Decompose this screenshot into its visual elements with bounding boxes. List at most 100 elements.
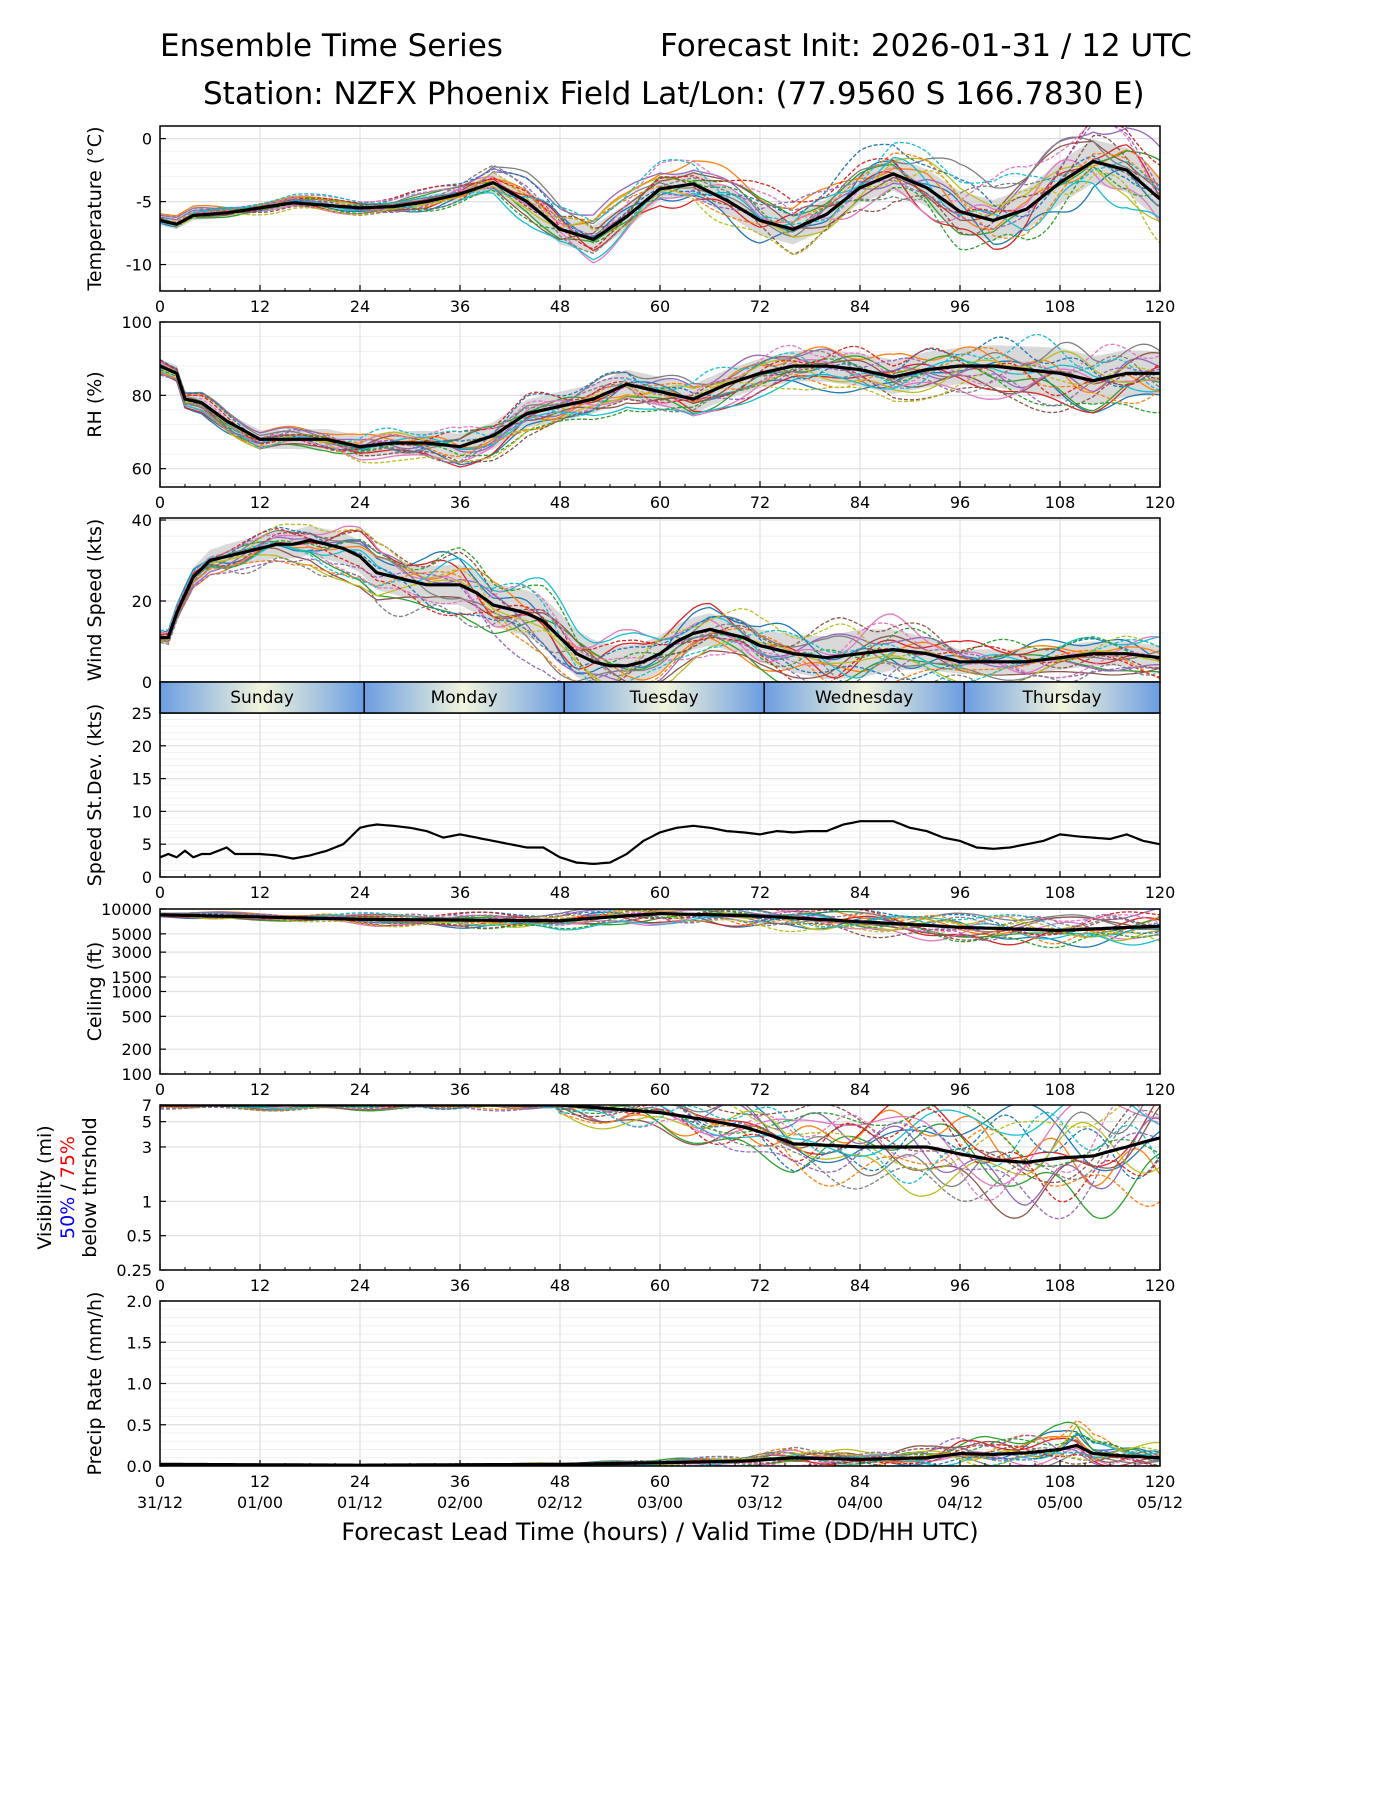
ensemble-member-line xyxy=(160,542,1160,682)
y-tick-label: 10000 xyxy=(101,900,152,919)
x-tick-label: 84 xyxy=(850,493,870,512)
ensemble-member-line xyxy=(160,909,1160,933)
x-tick-label: 72 xyxy=(750,493,770,512)
x-axis-label: Forecast Lead Time (hours) / Valid Time … xyxy=(341,1518,978,1546)
ensemble-member-line xyxy=(160,554,1160,682)
y-tick-label: 5 xyxy=(142,1113,152,1132)
panel-temperature: 0 -5 -10 0 12 24 36 48 60 72 84 96 108 120 Temperature… xyxy=(84,125,1176,316)
y-tick-label: 5000 xyxy=(111,925,152,944)
valid-time-label: 03/12 xyxy=(737,1493,783,1512)
day-label-tuesday: Tuesday xyxy=(629,688,699,708)
y-axis-label: Wind Speed (kts) xyxy=(84,519,106,682)
y-tick-label: 100 xyxy=(121,1065,152,1084)
y-tick-label: 20 xyxy=(132,592,152,611)
threshold-75-label: 75% xyxy=(57,1136,79,1178)
y-tick-label: 25 xyxy=(132,704,152,723)
y-tick-label: 5 xyxy=(142,835,152,854)
x-tick-label: 36 xyxy=(450,297,470,316)
x-tick-label: 48 xyxy=(550,297,570,316)
x-tick-label: 108 xyxy=(1045,1276,1076,1295)
y-tick-label: 1 xyxy=(142,1192,152,1211)
x-tick-label: 48 xyxy=(550,1080,570,1099)
x-tick-label: 24 xyxy=(350,1472,370,1491)
valid-time-label: 04/12 xyxy=(937,1493,983,1512)
ensemble-member-line xyxy=(160,126,1160,250)
chart-title: Ensemble Time Series xyxy=(160,28,503,64)
x-tick-label: 120 xyxy=(1145,297,1176,316)
x-tick-label: 36 xyxy=(450,1276,470,1295)
ensemble-member-line xyxy=(160,159,1160,264)
x-tick-label: 96 xyxy=(950,493,970,512)
day-label-sunday: Sunday xyxy=(230,688,294,708)
ensemble-member-line xyxy=(160,364,1160,464)
y-tick-label: 3 xyxy=(142,1138,152,1157)
station-label: Station: NZFX Phoenix Field xyxy=(203,76,632,112)
ensemble-member-line xyxy=(160,544,1160,679)
x-tick-label: 120 xyxy=(1145,493,1176,512)
ensemble-member-line xyxy=(164,1105,1144,1188)
y-tick-label: 0 xyxy=(142,868,152,887)
valid-time-label: 05/00 xyxy=(1037,1493,1083,1512)
x-tick-label: 96 xyxy=(950,1080,970,1099)
day-cell xyxy=(160,682,365,713)
ensemble-mean-line xyxy=(160,911,1160,933)
ensemble-member-line xyxy=(160,1105,1160,1219)
y-tick-label: 0.5 xyxy=(127,1227,152,1246)
ensemble-member-line xyxy=(160,141,1160,226)
x-tick-label: 12 xyxy=(250,883,270,902)
spread-band xyxy=(160,139,1160,254)
ensemble-member-line xyxy=(194,1105,1156,1168)
ensemble-member-line xyxy=(160,540,1160,682)
ensemble-member-line xyxy=(160,126,1160,241)
day-cell xyxy=(364,682,565,713)
panel-precip: 2.0 1.5 1.0 0.5 0.00 12 24 36 48 60 72 84 96 108 120 Pr… xyxy=(84,1292,1175,1491)
x-tick-label: 108 xyxy=(1045,1080,1076,1099)
y-tick-label: 1.0 xyxy=(127,1375,152,1394)
ensemble-member-line xyxy=(160,346,1160,458)
y-tick-label: 200 xyxy=(121,1040,152,1059)
ensemble-member-line xyxy=(160,909,1160,942)
ensemble-member-line xyxy=(160,909,1160,942)
x-tick-label: 12 xyxy=(250,297,270,316)
x-tick-label: 24 xyxy=(350,297,370,316)
ensemble-member-line xyxy=(403,1105,1123,1171)
x-tick-label: 108 xyxy=(1045,493,1076,512)
ensemble-member-line xyxy=(160,1105,1134,1184)
x-tick-label: 60 xyxy=(650,493,670,512)
x-tick-label: 60 xyxy=(650,1472,670,1491)
x-tick-label: 84 xyxy=(850,1080,870,1099)
y-tick-label: 15 xyxy=(132,770,152,789)
y-axis-label: Speed St.Dev. (kts) xyxy=(84,704,106,887)
day-band: Sunday Monday Tuesday Wednesday Thursday xyxy=(159,681,1161,714)
y-axis-threshold-label-2: below thrshold xyxy=(79,1117,101,1257)
valid-time-label: 31/12 xyxy=(137,1493,183,1512)
threshold-50-label: 50% xyxy=(57,1197,79,1239)
ensemble-member-line xyxy=(253,1105,1160,1202)
ensemble-member-line xyxy=(160,143,1160,242)
valid-time-labels: 31/12 01/00 01/12 02/00 02/12 03/00 03/12 04/00… xyxy=(137,1493,1183,1512)
ensemble-member-line xyxy=(160,357,1160,464)
ensemble-member-line xyxy=(160,349,1160,463)
x-tick-label: 12 xyxy=(250,493,270,512)
x-tick-label: 120 xyxy=(1145,1080,1176,1099)
x-tick-label: 24 xyxy=(350,883,370,902)
ensemble-member-line xyxy=(160,909,1160,936)
ensemble-member-line xyxy=(160,355,1160,455)
x-tick-label: 96 xyxy=(950,1472,970,1491)
ensemble-member-line xyxy=(160,523,1160,682)
x-tick-label: 96 xyxy=(950,297,970,316)
y-tick-label: 1.5 xyxy=(127,1333,152,1352)
y-tick-label: 500 xyxy=(121,1007,152,1026)
y-tick-label: 3000 xyxy=(111,943,152,962)
x-tick-label: 72 xyxy=(750,1276,770,1295)
x-tick-label: 84 xyxy=(850,1276,870,1295)
ensemble-member-line xyxy=(160,152,1160,239)
valid-time-label: 02/00 xyxy=(437,1493,483,1512)
ensemble-member-line xyxy=(188,1105,1160,1184)
x-tick-label: 24 xyxy=(350,493,370,512)
panel-wind: 40 20 0 Wind Speed (kts) xyxy=(84,511,1161,692)
ensemble-member-line xyxy=(160,359,1160,463)
x-tick-label: 24 xyxy=(350,1080,370,1099)
day-label-wednesday: Wednesday xyxy=(815,688,913,708)
